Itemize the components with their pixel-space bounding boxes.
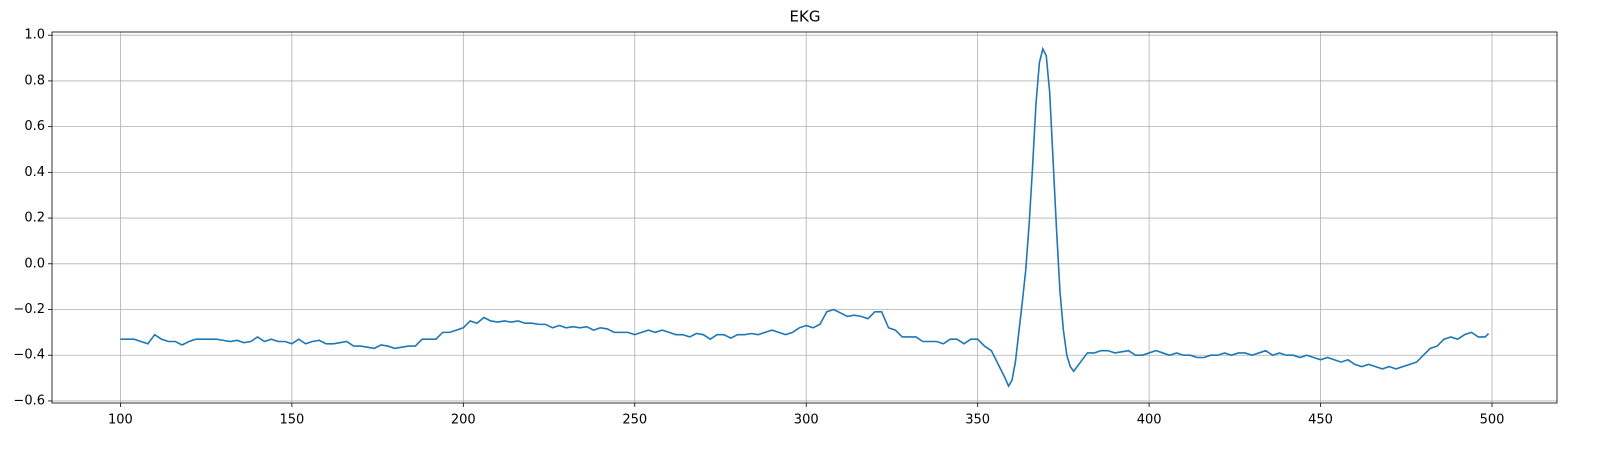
y-tick-label: 0.8: [24, 73, 45, 88]
x-tick-label: 500: [1480, 413, 1505, 428]
y-tick-label: −0.4: [13, 348, 45, 363]
y-tick-label: 0.4: [24, 165, 45, 180]
x-tick-label: 400: [1137, 413, 1162, 428]
plot-frame: [51, 31, 1558, 404]
series-line: [120, 46, 1490, 388]
x-tick-label: 250: [622, 413, 647, 428]
chart-title: EKG: [790, 8, 821, 26]
y-tick-label: 0.2: [24, 211, 45, 226]
x-tick-label: 150: [279, 413, 304, 428]
y-tick-label: 1.0: [24, 28, 45, 43]
y-tick-label: −0.2: [13, 302, 45, 317]
y-tick-label: −0.6: [13, 393, 45, 408]
y-tick-label: 0.0: [24, 256, 45, 271]
x-tick-label: 100: [108, 413, 133, 428]
x-tick-label: 350: [965, 413, 990, 428]
x-tick-label: 300: [794, 413, 819, 428]
x-tick-label: 200: [451, 413, 476, 428]
y-tick-label: 0.6: [24, 119, 45, 134]
x-tick-label: 450: [1308, 413, 1333, 428]
